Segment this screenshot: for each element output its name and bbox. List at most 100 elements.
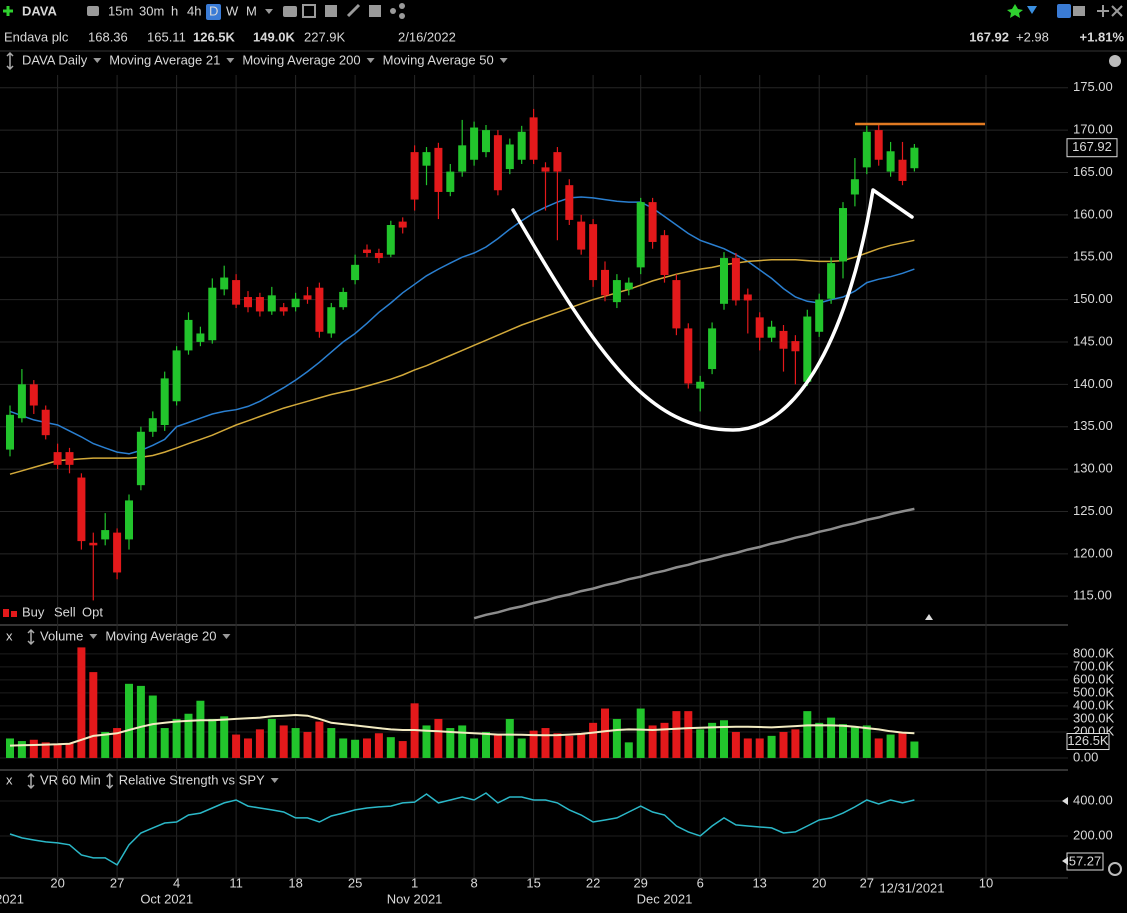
options-button[interactable]: Opt <box>82 604 103 619</box>
share-icon-node <box>399 3 405 9</box>
candle-body <box>339 291 348 308</box>
palette-icon[interactable] <box>1109 55 1121 67</box>
move-icon[interactable] <box>1097 5 1109 17</box>
legend-entry[interactable]: Volume <box>40 628 83 643</box>
volume-bar <box>565 735 574 758</box>
timeframe-selected[interactable] <box>206 4 221 20</box>
x-tick-label: 27 <box>860 875 874 890</box>
dropdown-caret[interactable] <box>265 9 273 14</box>
candle-body <box>398 221 407 228</box>
candle-body <box>220 277 229 290</box>
volume-bar <box>529 730 538 758</box>
avg-volume: 149.0K <box>253 29 296 44</box>
volume-bar <box>482 731 490 758</box>
volume-bar <box>791 729 800 758</box>
candle-body <box>482 130 490 153</box>
indicator-label[interactable]: VR 60 Min <box>40 772 101 787</box>
volume-bar <box>446 728 455 758</box>
add-icon[interactable] <box>3 6 13 16</box>
volume-bar <box>755 738 764 758</box>
sort-icon <box>27 628 35 646</box>
settings-icon[interactable] <box>1108 862 1122 876</box>
timeframe[interactable]: 30m <box>139 3 164 18</box>
filter-icon[interactable] <box>1027 6 1037 14</box>
layout-icon[interactable] <box>369 5 381 17</box>
window-icon[interactable] <box>1073 6 1085 16</box>
volume-bar <box>803 711 812 758</box>
legend-entry[interactable]: Moving Average 200 <box>242 52 360 67</box>
x-tick-label: 18 <box>288 875 302 890</box>
y-tick-label: 500.0K <box>1073 684 1115 699</box>
candle-body <box>577 221 586 250</box>
volume-bar <box>220 716 229 758</box>
volume-bar <box>815 722 824 758</box>
volume-bar <box>315 721 324 758</box>
candle-body <box>767 326 776 338</box>
legend-entry[interactable]: Moving Average 50 <box>383 52 494 67</box>
volume-bar <box>589 722 598 758</box>
sort-icon <box>6 51 14 71</box>
dropdown-caret[interactable] <box>93 58 102 63</box>
x-tick-label: 27 <box>110 875 124 890</box>
timeframe[interactable]: D <box>209 3 218 18</box>
y-tick-label: 600.0K <box>1073 671 1115 686</box>
month-label: Dec 2021 <box>637 891 693 906</box>
timeframe[interactable]: W <box>226 3 239 18</box>
volume-bar <box>541 728 550 758</box>
close-panel[interactable]: x <box>6 628 13 643</box>
candle-body <box>89 542 98 546</box>
volume-bar <box>886 734 895 758</box>
candle-body <box>53 452 62 465</box>
candle-body <box>565 185 574 220</box>
volume-bar <box>327 728 336 758</box>
sell-button[interactable]: Sell <box>54 604 76 619</box>
volume-bar <box>77 647 86 758</box>
timeframe[interactable]: h <box>171 3 178 18</box>
timeframe[interactable]: 4h <box>187 3 201 18</box>
draw-icon[interactable] <box>346 3 361 18</box>
avg-volume-2: 227.9K <box>304 29 346 44</box>
dropdown-caret[interactable] <box>366 58 375 63</box>
volume-bar <box>303 731 312 758</box>
timeframe[interactable]: 15m <box>108 3 133 18</box>
watch-star[interactable] <box>1007 4 1023 18</box>
earnings-date: 2/16/2022 <box>398 29 456 44</box>
volume-bar <box>41 742 50 758</box>
dropdown-caret[interactable] <box>89 634 98 639</box>
candle-body <box>648 202 657 242</box>
close-icon[interactable] <box>1111 5 1123 17</box>
candle-body <box>815 299 824 332</box>
dropdown-caret[interactable] <box>226 58 235 63</box>
candle-body <box>505 144 514 170</box>
candle-body <box>351 264 360 281</box>
marker <box>925 614 933 620</box>
symbol: DAVA <box>22 3 58 18</box>
legend-entry[interactable]: Relative Strength vs SPY <box>119 772 265 787</box>
legend-entry[interactable]: Moving Average 21 <box>109 52 220 67</box>
share-icon[interactable] <box>390 8 396 14</box>
buy-button[interactable]: Buy <box>22 604 45 619</box>
dropdown-caret[interactable] <box>222 634 231 639</box>
legend-entry[interactable]: Moving Average 20 <box>105 628 216 643</box>
volume-panel <box>6 647 919 758</box>
indicators-icon[interactable] <box>325 5 337 17</box>
legend-entry[interactable]: DAVA Daily <box>22 52 88 67</box>
candle-body <box>172 350 181 402</box>
x-tick-label: 1 <box>411 875 418 890</box>
candle-body <box>29 384 38 406</box>
volume-bar <box>386 737 395 758</box>
close-panel[interactable]: x <box>6 772 13 787</box>
candle-body <box>315 287 324 332</box>
bars-icon[interactable] <box>302 4 316 18</box>
candle-body <box>267 295 276 312</box>
trade-icon[interactable] <box>1057 4 1071 18</box>
rs-panel <box>9 792 915 866</box>
speaker-icon[interactable] <box>87 6 99 16</box>
candle-body <box>458 145 467 172</box>
timeframe[interactable]: M <box>246 3 257 18</box>
chart-type-icon[interactable] <box>283 6 297 17</box>
candle-body <box>743 294 752 301</box>
dropdown-caret[interactable] <box>499 58 508 63</box>
dropdown-caret[interactable] <box>270 778 279 783</box>
